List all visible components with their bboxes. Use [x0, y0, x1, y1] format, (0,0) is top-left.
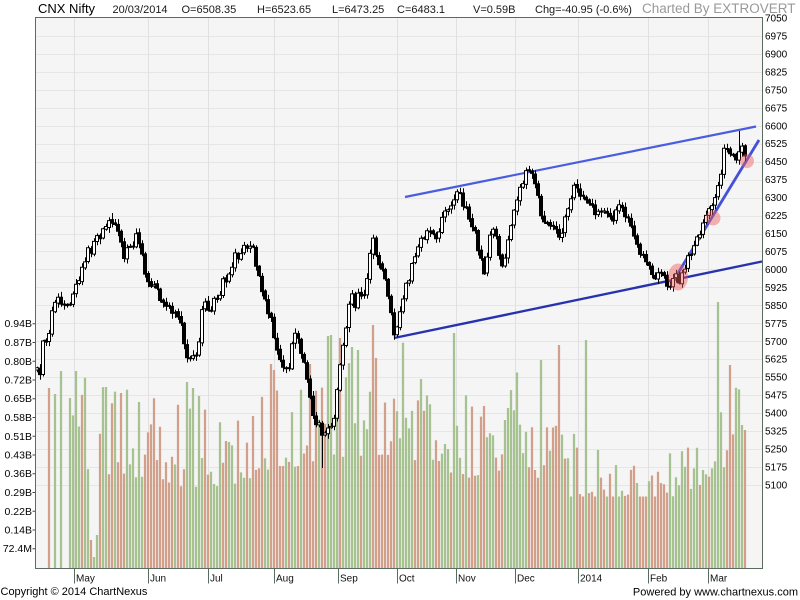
svg-text:H=6523.65: H=6523.65	[257, 4, 311, 16]
svg-text:6450: 6450	[765, 157, 788, 168]
svg-text:5550: 5550	[765, 373, 788, 384]
svg-text:5325: 5325	[765, 427, 788, 438]
svg-text:6525: 6525	[765, 139, 788, 150]
svg-text:Charted By EXTROVERT: Charted By EXTROVERT	[642, 1, 796, 16]
svg-text:5475: 5475	[765, 391, 788, 402]
svg-text:Powered by www.chartnexus.com: Powered by www.chartnexus.com	[633, 587, 798, 599]
svg-text:7050: 7050	[765, 14, 788, 25]
svg-text:6000: 6000	[765, 265, 788, 276]
svg-text:0.72B: 0.72B	[5, 375, 32, 387]
svg-text:6075: 6075	[765, 247, 788, 258]
svg-text:5775: 5775	[765, 319, 788, 330]
svg-text:0.36B: 0.36B	[5, 468, 32, 480]
svg-text:Jul: Jul	[210, 574, 223, 585]
svg-text:C=6483.1: C=6483.1	[397, 4, 445, 16]
svg-text:6825: 6825	[765, 67, 788, 78]
svg-text:Jun: Jun	[150, 574, 166, 585]
svg-text:5250: 5250	[765, 445, 788, 456]
svg-text:6300: 6300	[765, 193, 788, 204]
svg-text:6900: 6900	[765, 49, 788, 60]
svg-text:6600: 6600	[765, 121, 788, 132]
svg-text:5400: 5400	[765, 409, 788, 420]
svg-text:0.14B: 0.14B	[5, 525, 32, 537]
svg-text:Mar: Mar	[710, 574, 728, 585]
svg-text:5100: 5100	[765, 481, 788, 492]
svg-text:Chg=-40.95 (-0.6%): Chg=-40.95 (-0.6%)	[535, 4, 632, 16]
svg-text:0.29B: 0.29B	[5, 487, 32, 499]
svg-text:Nov: Nov	[458, 574, 476, 585]
svg-text:5850: 5850	[765, 301, 788, 312]
svg-text:6675: 6675	[765, 103, 788, 114]
svg-text:0.51B: 0.51B	[5, 431, 32, 443]
svg-text:0.94B: 0.94B	[5, 318, 32, 330]
svg-text:0.22B: 0.22B	[5, 506, 32, 518]
svg-text:May: May	[76, 574, 95, 585]
svg-text:6150: 6150	[765, 229, 788, 240]
svg-text:0.58B: 0.58B	[5, 412, 32, 424]
svg-text:72.4M: 72.4M	[3, 543, 32, 555]
svg-text:0.43B: 0.43B	[5, 450, 32, 462]
svg-text:Dec: Dec	[517, 574, 535, 585]
svg-text:2014: 2014	[580, 574, 603, 585]
svg-text:0.80B: 0.80B	[5, 356, 32, 368]
svg-text:6225: 6225	[765, 211, 788, 222]
svg-text:5175: 5175	[765, 463, 788, 474]
svg-text:6750: 6750	[765, 85, 788, 96]
svg-text:Copyright © 2014 ChartNexus: Copyright © 2014 ChartNexus	[1, 586, 148, 598]
svg-text:6375: 6375	[765, 175, 788, 186]
svg-text:Aug: Aug	[276, 574, 294, 585]
svg-text:5925: 5925	[765, 283, 788, 294]
svg-text:0.65B: 0.65B	[5, 393, 32, 405]
svg-text:V=0.59B: V=0.59B	[473, 4, 516, 16]
svg-text:Feb: Feb	[650, 574, 668, 585]
svg-text:Sep: Sep	[340, 574, 358, 585]
svg-text:O=6508.35: O=6508.35	[182, 4, 237, 16]
svg-text:20/03/2014: 20/03/2014	[113, 4, 168, 16]
svg-text:6975: 6975	[765, 32, 788, 43]
svg-text:Oct: Oct	[399, 574, 415, 585]
svg-text:5700: 5700	[765, 337, 788, 348]
svg-text:CNX Nifty: CNX Nifty	[38, 1, 96, 16]
svg-text:L=6473.25: L=6473.25	[332, 4, 384, 16]
svg-text:5625: 5625	[765, 355, 788, 366]
svg-text:0.87B: 0.87B	[5, 337, 32, 349]
